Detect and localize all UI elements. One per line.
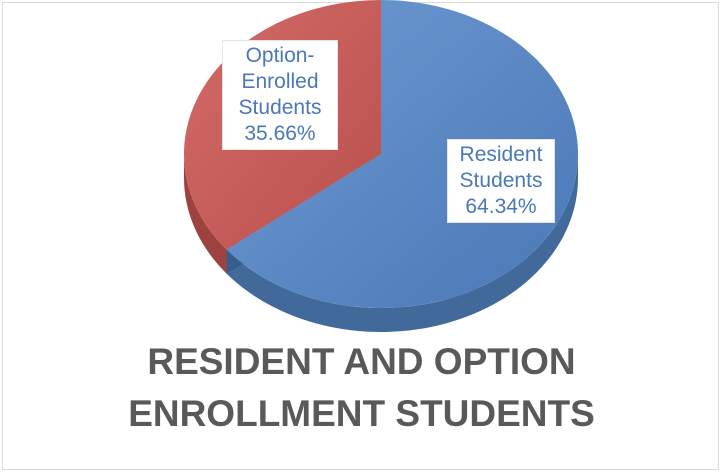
pie-side-1 xyxy=(184,154,227,274)
label-line: Students xyxy=(238,96,322,119)
label-line: 64.34% xyxy=(465,195,537,218)
chart-title-line-1: RESIDENT AND OPTION xyxy=(147,341,576,382)
label-line: Resident xyxy=(459,143,543,166)
data-label-resident: Resident Students 64.34% xyxy=(447,139,555,223)
label-line: Option- xyxy=(245,44,315,67)
chart-title: RESIDENT AND OPTION ENROLLMENT STUDENTS xyxy=(0,336,723,440)
chart-title-line-2: ENROLLMENT STUDENTS xyxy=(128,393,595,434)
pie-slice-0 xyxy=(226,0,578,309)
label-line: Enrolled xyxy=(241,70,319,93)
label-line: 35.66% xyxy=(244,122,316,145)
pie-side-0 xyxy=(226,154,578,332)
data-label-option-enrolled: Option- Enrolled Students 35.66% xyxy=(222,40,338,150)
label-line: Students xyxy=(459,169,543,192)
